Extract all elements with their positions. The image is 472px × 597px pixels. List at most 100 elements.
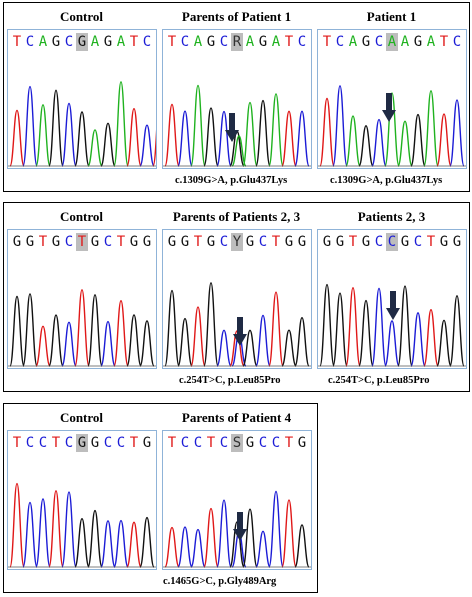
base-call: C	[193, 435, 203, 451]
base-call: G	[452, 234, 462, 250]
mutation-arrow-icon	[233, 512, 247, 541]
base-call: T	[116, 234, 126, 250]
base-call: C	[374, 34, 384, 50]
mutation-arrow-icon	[225, 113, 239, 142]
trace-peak	[216, 329, 232, 367]
trace-peak	[449, 295, 465, 367]
base-call: T	[426, 234, 436, 250]
trace-peak	[242, 508, 258, 568]
base-call: C	[116, 435, 126, 451]
panel-title: Parents of Patient 4	[181, 410, 292, 425]
trace-peak	[371, 287, 387, 367]
trace-peak	[74, 111, 90, 167]
base-call: G	[142, 435, 152, 451]
trace-peak	[319, 97, 335, 167]
base-call: G	[297, 435, 307, 451]
trace-peak	[126, 314, 142, 367]
base-call: G	[142, 234, 152, 250]
trace-peak	[113, 519, 129, 568]
base-call: T	[129, 435, 139, 451]
base-call: S	[231, 434, 243, 452]
trace-peak	[345, 286, 361, 367]
base-call: T	[167, 435, 177, 451]
trace-peak	[268, 490, 284, 568]
base-call: G	[167, 234, 177, 250]
trace-peak	[100, 520, 116, 568]
panel-title: Control	[59, 9, 104, 24]
panel-title: Control	[59, 410, 104, 425]
trace-peak	[231, 135, 247, 167]
trace-peak	[100, 320, 116, 367]
base-call: A	[400, 34, 410, 50]
base-call: C	[180, 34, 190, 50]
base-call: G	[361, 234, 371, 250]
chromatogram-trace	[8, 289, 156, 367]
panel-control-1: Control TCAGCGAGATCT	[6, 5, 157, 191]
base-call: T	[76, 233, 88, 251]
trace-peak	[216, 499, 232, 568]
trace-peak	[190, 306, 206, 367]
trace-peak	[423, 309, 439, 367]
base-call: C	[219, 435, 229, 451]
panel-title: Patient 1	[366, 9, 417, 24]
trace-peak	[74, 289, 90, 367]
trace-peak	[410, 312, 426, 367]
trace-peak	[126, 107, 142, 167]
base-call: C	[386, 233, 398, 251]
base-call: G	[245, 234, 255, 250]
base-call: G	[90, 435, 100, 451]
base-call: T	[129, 34, 139, 50]
trace-peak	[139, 320, 155, 367]
chromatogram-trace	[8, 81, 156, 167]
mutation-label: c.1309G>A, p.Glu437Lys	[175, 175, 288, 186]
base-call: C	[452, 34, 462, 50]
trace-peak	[22, 501, 38, 568]
base-call: G	[284, 234, 294, 250]
base-call: A	[193, 34, 203, 50]
trace-peak	[177, 110, 193, 167]
chromatogram-frame: TCAGCGAGATCT	[7, 29, 157, 169]
base-call: A	[90, 34, 100, 50]
base-call: T	[154, 33, 157, 51]
trace-peak	[397, 120, 413, 167]
base-call: T	[348, 234, 358, 250]
trace-peak	[203, 107, 219, 167]
base-call: T	[38, 234, 48, 250]
trace-peak	[48, 490, 64, 568]
base-call: C	[374, 234, 384, 250]
base-call: T	[322, 34, 332, 50]
mutation-arrow-icon	[386, 291, 400, 320]
base-call: G	[400, 234, 410, 250]
base-call: R	[231, 33, 243, 51]
base-call: A	[348, 34, 358, 50]
base-call-sequence: TCAGCGAGATCT	[8, 30, 156, 54]
trace-peak	[436, 319, 452, 367]
trace-peak	[9, 482, 25, 568]
base-call: A	[426, 34, 436, 50]
trace-peak	[332, 85, 348, 167]
trace-peak	[319, 283, 335, 367]
mutation-label: c.1465G>C, p.Gly489Arg	[163, 576, 277, 587]
trace-peak	[345, 115, 361, 167]
mutation-arrow-icon	[382, 93, 396, 122]
trace-peak	[190, 528, 206, 568]
trace-peak	[61, 321, 77, 367]
base-call: T	[51, 435, 61, 451]
base-call: C	[103, 435, 113, 451]
base-call: C	[180, 435, 190, 451]
trace-peak	[139, 516, 155, 568]
trace-peak	[449, 99, 465, 167]
trace-peak	[281, 110, 297, 167]
base-call: G	[439, 234, 449, 250]
trace-peak	[61, 102, 77, 167]
trace-peak	[255, 314, 271, 367]
trace-peak	[384, 320, 400, 367]
panel-title: Control	[59, 209, 104, 224]
